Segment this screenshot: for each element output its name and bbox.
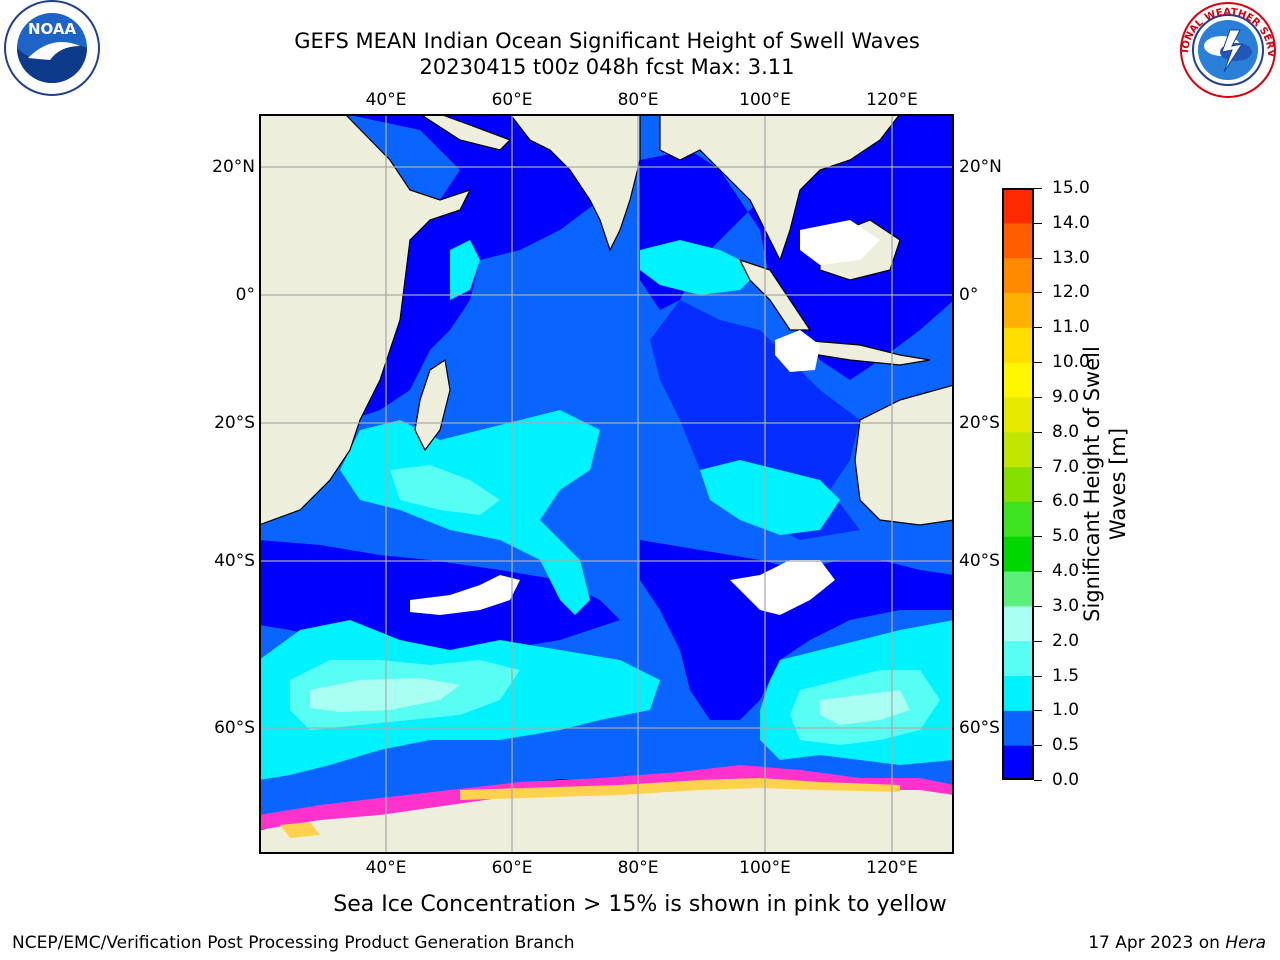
- graticule: [259, 114, 954, 854]
- colorbar-tick-mark: [1034, 466, 1042, 468]
- colorbar-segment: [1002, 605, 1034, 642]
- lon-label-bottom-80e: 80°E: [617, 858, 659, 878]
- colorbar-tick-label: 0.5: [1052, 735, 1080, 756]
- lon-label-bottom-120e: 120°E: [866, 858, 918, 878]
- colorbar-segment: [1002, 327, 1034, 363]
- lat-label-right-60s: 60°S: [959, 718, 1000, 738]
- colorbar-segment: [1002, 501, 1034, 537]
- colorbar-tick-label: 8.0: [1052, 421, 1080, 442]
- map-title: GEFS MEAN Indian Ocean Significant Heigh…: [294, 29, 920, 53]
- lon-label-top-40e: 40°E: [365, 90, 407, 110]
- colorbar-tick-mark: [1034, 501, 1042, 503]
- colorbar-tick-mark: [1034, 396, 1042, 398]
- colorbar-segment: [1002, 222, 1034, 259]
- colorbar-tick-label: 3.0: [1052, 595, 1080, 616]
- no-data-patches: [410, 220, 880, 615]
- colorbar-tick-mark: [1034, 257, 1042, 259]
- footer-host: Hera: [1225, 933, 1266, 953]
- colorbar-tick-label: 13.0: [1052, 247, 1090, 268]
- footer-credit: NCEP/EMC/Verification Post Processing Pr…: [12, 933, 575, 953]
- map-subtitle: 20230415 t00z 048h fcst Max: 3.11: [419, 55, 795, 79]
- colorbar-segment: [1002, 431, 1034, 468]
- colorbar-tick-label: 5.0: [1052, 526, 1080, 547]
- colorbar-tick-mark: [1034, 536, 1042, 538]
- colorbar-tick-mark: [1034, 571, 1042, 573]
- colorbar-tick-mark: [1034, 292, 1042, 294]
- colorbar: [1002, 188, 1034, 780]
- colorbar-segment: [1002, 257, 1034, 293]
- footer-date-text: 17 Apr 2023 on: [1088, 933, 1226, 953]
- colorbar-tick-label: 9.0: [1052, 386, 1080, 407]
- sea-ice-fringe: [259, 765, 954, 838]
- lat-label-left-0: 0°: [235, 285, 255, 305]
- colorbar-segment: [1002, 745, 1034, 780]
- colorbar-tick-label: 2.0: [1052, 630, 1080, 651]
- colorbar-tick-label: 6.0: [1052, 491, 1080, 512]
- land-masses: [259, 114, 954, 854]
- swell-height-map: [259, 114, 954, 854]
- colorbar-tick-mark: [1034, 188, 1042, 189]
- colorbar-segment: [1002, 640, 1034, 677]
- colorbar-tick-mark: [1034, 362, 1042, 364]
- colorbar-segment: [1002, 710, 1034, 746]
- colorbar-segment: [1002, 362, 1034, 398]
- lon-label-top-100e: 100°E: [739, 90, 791, 110]
- colorbar-tick-label: 14.0: [1052, 212, 1090, 233]
- lat-label-left-40s: 40°S: [214, 551, 255, 571]
- colorbar-tick-label: 4.0: [1052, 561, 1080, 582]
- colorbar-tick-label: 0.0: [1052, 770, 1080, 790]
- sea-ice-caption: Sea Ice Concentration > 15% is shown in …: [333, 892, 947, 917]
- lat-label-right-20n: 20°N: [959, 157, 1002, 177]
- colorbar-segment: [1002, 396, 1034, 433]
- lon-label-top-60e: 60°E: [491, 90, 533, 110]
- lon-label-bottom-100e: 100°E: [739, 858, 791, 878]
- colorbar-segment: [1002, 292, 1034, 328]
- colorbar-segment: [1002, 188, 1034, 224]
- nws-logo-icon: NATIONAL WEATHER SERVICE: [1178, 0, 1276, 98]
- colorbar-tick-mark: [1034, 327, 1042, 329]
- colorbar-tick-label: 10.0: [1052, 352, 1090, 373]
- lat-label-right-0: 0°: [959, 285, 979, 305]
- colorbar-label: Significant Height of Swell Waves [m]: [1080, 346, 1130, 622]
- colorbar-tick-label: 7.0: [1052, 456, 1080, 477]
- lat-label-left-20s: 20°S: [214, 413, 255, 433]
- noaa-logo-text: NOAA: [28, 20, 77, 38]
- colorbar-tick-mark: [1034, 675, 1042, 677]
- colorbar-tick-label: 15.0: [1052, 178, 1090, 198]
- noaa-logo-icon: NOAA: [4, 0, 100, 96]
- lat-label-left-20n: 20°N: [212, 157, 255, 177]
- colorbar-segment: [1002, 571, 1034, 607]
- footer-date: 17 Apr 2023 on Hera: [1088, 933, 1266, 953]
- lon-label-bottom-40e: 40°E: [365, 858, 407, 878]
- lon-label-top-80e: 80°E: [617, 90, 659, 110]
- lon-label-bottom-60e: 60°E: [491, 858, 533, 878]
- lon-label-top-120e: 120°E: [866, 90, 918, 110]
- colorbar-tick-label: 1.5: [1052, 665, 1080, 686]
- lat-label-left-60s: 60°S: [214, 718, 255, 738]
- swell-band-2.0-2.5: [310, 678, 910, 725]
- colorbar-segments: [1002, 188, 1034, 780]
- colorbar-tick-mark: [1034, 431, 1042, 433]
- colorbar-tick-mark: [1034, 222, 1042, 224]
- lat-label-right-20s: 20°S: [959, 413, 1000, 433]
- colorbar-segment: [1002, 675, 1034, 711]
- colorbar-tick-label: 1.0: [1052, 700, 1080, 721]
- colorbar-tick-mark: [1034, 745, 1042, 747]
- colorbar-tick-label: 11.0: [1052, 317, 1090, 338]
- colorbar-tick-mark: [1034, 605, 1042, 607]
- colorbar-tick-mark: [1034, 710, 1042, 712]
- colorbar-tick-mark: [1034, 780, 1042, 781]
- colorbar-tick-mark: [1034, 640, 1042, 642]
- colorbar-segment: [1002, 536, 1034, 572]
- lat-label-right-40s: 40°S: [959, 551, 1000, 571]
- colorbar-tick-label: 12.0: [1052, 282, 1090, 303]
- map-border: [259, 114, 954, 854]
- colorbar-segment: [1002, 466, 1034, 502]
